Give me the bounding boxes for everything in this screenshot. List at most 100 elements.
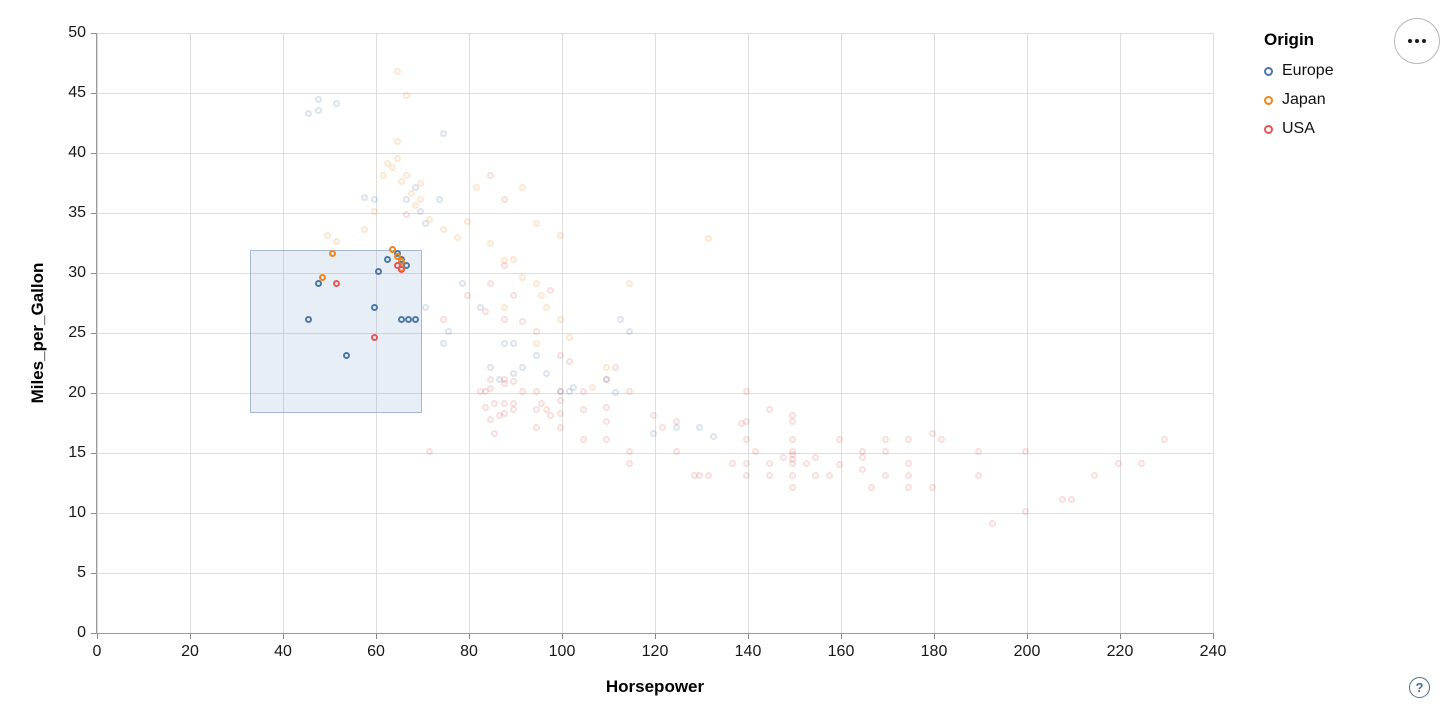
scatter-point (547, 411, 555, 419)
axis-tick-label: 15 (68, 444, 86, 461)
scatter-point (603, 363, 610, 371)
legend-entry-label: Europe (1282, 62, 1334, 79)
scatter-point (1058, 495, 1066, 503)
scatter-point (556, 423, 564, 431)
scatter-point (1161, 435, 1168, 443)
axis-tick-label: 45 (68, 84, 86, 101)
axis-tick-label: 40 (274, 643, 292, 660)
scatter-point (333, 279, 341, 287)
axis-tick (91, 273, 97, 274)
scatter-point (696, 471, 703, 479)
axis-tick-label: 80 (460, 643, 478, 660)
ellipsis-icon (1422, 39, 1426, 43)
scatter-point (510, 399, 517, 407)
scatter-point (570, 383, 578, 391)
scatter-point (696, 423, 703, 431)
scatter-point (519, 317, 527, 325)
axis-tick (91, 513, 97, 514)
scatter-point (519, 363, 527, 371)
axis-tick (91, 453, 97, 454)
scatter-point (937, 435, 945, 443)
scatter-point (510, 377, 517, 385)
scatter-point (533, 405, 541, 413)
axis-tick-label: 25 (68, 324, 86, 341)
scatter-point (398, 177, 406, 185)
scatter-point (858, 453, 866, 461)
scatter-point (426, 215, 434, 223)
scatter-point (812, 471, 820, 479)
scatter-point (314, 106, 322, 114)
scatter-point (603, 404, 610, 412)
gridline (97, 153, 1214, 154)
scatter-point (407, 189, 415, 197)
scatter-point (440, 315, 448, 323)
scatter-point (458, 279, 466, 287)
axis-tick-label: 20 (68, 384, 86, 401)
scatter-point (826, 471, 834, 479)
scatter-point (1021, 447, 1029, 455)
legend-title: Origin (1264, 30, 1315, 49)
scatter-point (389, 164, 397, 172)
scatter-point (603, 435, 610, 443)
scatter-point (537, 399, 545, 407)
scatter-point (789, 435, 796, 443)
gridline (97, 33, 1214, 34)
scatter-point (324, 231, 331, 239)
scatter-point (603, 375, 610, 383)
scatter-point (742, 417, 750, 425)
legend-entry-japan: Japan (1264, 91, 1334, 109)
scatter-point (500, 315, 508, 323)
axis-tick-label: 180 (920, 643, 948, 660)
scatter-point (537, 291, 545, 299)
scatter-point (556, 351, 564, 359)
scatter-point (728, 459, 736, 467)
scatter-point (835, 435, 843, 443)
scatter-point (802, 459, 810, 467)
scatter-point (882, 435, 889, 443)
axis-tick (91, 633, 97, 634)
scatter-point (440, 339, 448, 347)
scatter-point (510, 255, 517, 263)
axis-tick (934, 633, 935, 639)
scatter-point (705, 235, 713, 243)
scatter-point (905, 435, 913, 443)
scatter-point (626, 459, 634, 467)
gridline (97, 213, 1214, 214)
brush-selection[interactable] (250, 250, 423, 414)
gridline (97, 393, 1214, 394)
scatter-point (1021, 507, 1029, 515)
scatter-point (417, 195, 424, 203)
scatter-point (519, 387, 527, 395)
scatter-point (389, 245, 397, 253)
axis-tick-label: 60 (367, 643, 385, 660)
scatter-point (533, 339, 541, 347)
scatter-point (616, 315, 624, 323)
scatter-point (882, 447, 889, 455)
help-icon[interactable]: ? (1409, 677, 1430, 698)
scatter-point (500, 303, 508, 311)
axis-tick-label: 100 (548, 643, 576, 660)
scatter-point (370, 333, 378, 341)
scatter-point (412, 201, 420, 209)
scatter-point (500, 339, 508, 347)
actions-menu-button[interactable] (1394, 18, 1440, 64)
scatter-point (765, 471, 773, 479)
axis-tick-label: 140 (734, 643, 762, 660)
scatter-point (905, 483, 913, 491)
scatter-point (314, 95, 322, 103)
scatter-point (435, 195, 443, 203)
scatter-point (975, 471, 982, 479)
axis-tick-label: 220 (1106, 643, 1134, 660)
scatter-point (565, 357, 573, 365)
gridline (97, 513, 1214, 514)
gridline (97, 453, 1214, 454)
scatter-point (742, 435, 750, 443)
scatter-point (533, 219, 541, 227)
legend-entry-label: USA (1282, 120, 1315, 137)
axis-tick-label: 5 (77, 564, 86, 581)
scatter-point (1137, 459, 1145, 467)
scatter-point (988, 519, 996, 527)
scatter-point (928, 429, 936, 437)
scatter-point (500, 261, 508, 269)
